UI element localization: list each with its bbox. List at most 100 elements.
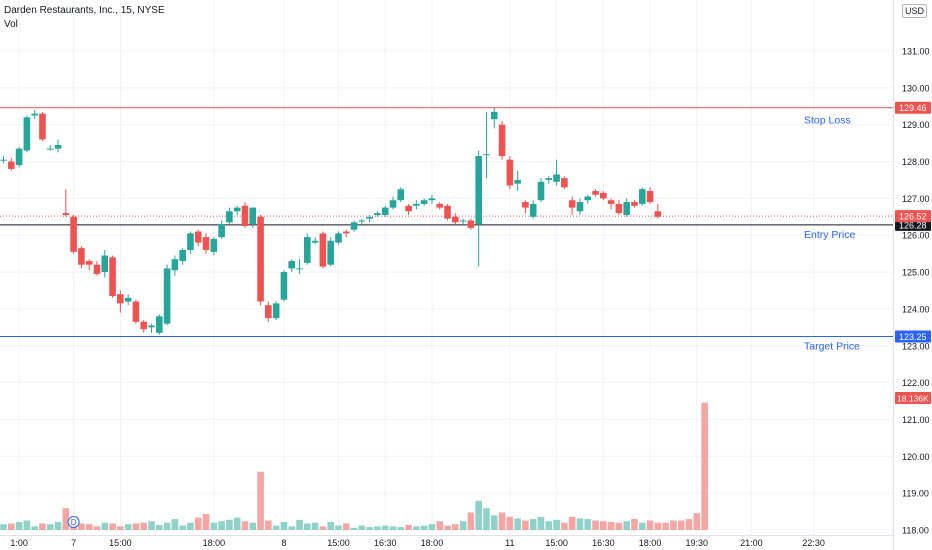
volume-bar bbox=[54, 521, 62, 530]
candle-body bbox=[553, 174, 560, 182]
volume-bar bbox=[304, 523, 311, 530]
volume-bar bbox=[600, 521, 607, 530]
volume-bar bbox=[459, 521, 467, 530]
current-price-badge bbox=[895, 210, 931, 223]
candle-body bbox=[600, 192, 607, 199]
candle-body bbox=[350, 222, 358, 230]
volume-bar bbox=[646, 520, 654, 530]
stop-price-badge-label: 129.46 bbox=[899, 103, 927, 113]
candle-body bbox=[202, 237, 210, 250]
candle-body bbox=[615, 203, 623, 214]
volume-bar bbox=[638, 522, 646, 530]
candle-body bbox=[654, 211, 662, 217]
volume-bar bbox=[109, 523, 116, 530]
price-tick-label: 127.00 bbox=[902, 194, 930, 204]
candle-body bbox=[631, 202, 638, 206]
currency-button[interactable]: USD bbox=[902, 4, 928, 18]
candle-body bbox=[85, 261, 93, 265]
candle-body bbox=[381, 207, 389, 215]
volume-bar bbox=[615, 522, 623, 530]
candle-body bbox=[522, 202, 529, 208]
time-tick-label: 1:00 bbox=[10, 538, 28, 548]
candle-body bbox=[607, 200, 615, 204]
candle-body bbox=[498, 124, 506, 157]
time-tick-label: 8 bbox=[281, 538, 286, 548]
volume-bar bbox=[514, 518, 521, 530]
candle-body bbox=[54, 144, 62, 149]
time-tick-label: 18:00 bbox=[203, 538, 226, 548]
candle-body bbox=[413, 203, 420, 206]
annotation-stop: Stop Loss bbox=[804, 115, 851, 127]
candle-body bbox=[529, 203, 537, 217]
candle-body bbox=[405, 205, 412, 212]
volume-bar bbox=[483, 508, 490, 530]
candle-body bbox=[304, 237, 311, 263]
candle-body bbox=[0, 159, 7, 161]
volume-bar bbox=[241, 521, 249, 530]
volume-indicator-label[interactable]: Vol bbox=[4, 19, 18, 30]
candle-body bbox=[31, 113, 38, 116]
candle-body bbox=[241, 205, 249, 227]
volume-bar bbox=[537, 516, 545, 530]
candle-body bbox=[452, 216, 459, 223]
candle-body bbox=[226, 211, 233, 223]
time-tick-label: 19:30 bbox=[686, 538, 709, 548]
candle-body bbox=[490, 111, 498, 120]
candle-body bbox=[592, 191, 599, 195]
time-tick-label: 15:00 bbox=[327, 538, 350, 548]
candle-body bbox=[420, 200, 428, 204]
volume-badge bbox=[895, 392, 931, 404]
volume-bar bbox=[78, 523, 85, 530]
candle-body bbox=[436, 203, 444, 208]
volume-bar bbox=[420, 525, 428, 530]
stop-price-badge bbox=[895, 101, 931, 114]
annotation-entry: Entry Price bbox=[804, 229, 856, 241]
time-tick-label: 15:00 bbox=[545, 538, 568, 548]
candle-body bbox=[163, 268, 171, 324]
candle-body bbox=[218, 224, 225, 238]
volume-bar bbox=[210, 522, 218, 530]
candle-body bbox=[62, 213, 70, 215]
volume-bar bbox=[506, 516, 514, 530]
candle-body bbox=[358, 220, 366, 222]
volume-bar bbox=[311, 522, 319, 530]
candle-body bbox=[109, 257, 116, 297]
volume-bar bbox=[62, 508, 70, 530]
volume-bar bbox=[444, 525, 451, 530]
volume-bar bbox=[607, 521, 615, 530]
candle-body bbox=[514, 179, 521, 184]
volume-bar bbox=[498, 512, 506, 530]
volume-bar bbox=[701, 402, 708, 530]
price-tick-label: 126.00 bbox=[902, 231, 930, 241]
time-tick-label: 21:00 bbox=[740, 538, 763, 548]
volume-bar bbox=[296, 519, 303, 530]
annotation-target: Target Price bbox=[804, 341, 860, 353]
candle-body bbox=[335, 233, 342, 243]
volume-bar bbox=[280, 521, 288, 530]
candle-body bbox=[210, 238, 218, 252]
volume-bar bbox=[156, 524, 163, 530]
candle-body bbox=[140, 321, 148, 330]
volume-bar bbox=[171, 519, 179, 530]
volume-bar bbox=[15, 521, 23, 530]
candle-body bbox=[148, 325, 155, 328]
volume-bar bbox=[7, 523, 15, 530]
volume-bar bbox=[693, 513, 701, 530]
volume-bar bbox=[148, 521, 155, 530]
entry-price-badge-label: 126.28 bbox=[899, 220, 927, 230]
volume-bar bbox=[23, 520, 31, 530]
candle-body bbox=[249, 207, 257, 225]
candle-body bbox=[561, 178, 568, 188]
candle-body bbox=[319, 233, 327, 267]
volume-bar bbox=[592, 520, 599, 530]
volume-bar bbox=[0, 524, 7, 530]
time-tick-label: 22:30 bbox=[802, 538, 825, 548]
candle-body bbox=[374, 213, 381, 215]
volume-bar bbox=[561, 522, 568, 530]
volume-bar bbox=[179, 525, 186, 530]
candle-body bbox=[78, 248, 85, 265]
volume-bar bbox=[101, 522, 109, 530]
current-price-badge-label: 126.52 bbox=[899, 212, 927, 222]
volume-bar bbox=[475, 500, 482, 530]
